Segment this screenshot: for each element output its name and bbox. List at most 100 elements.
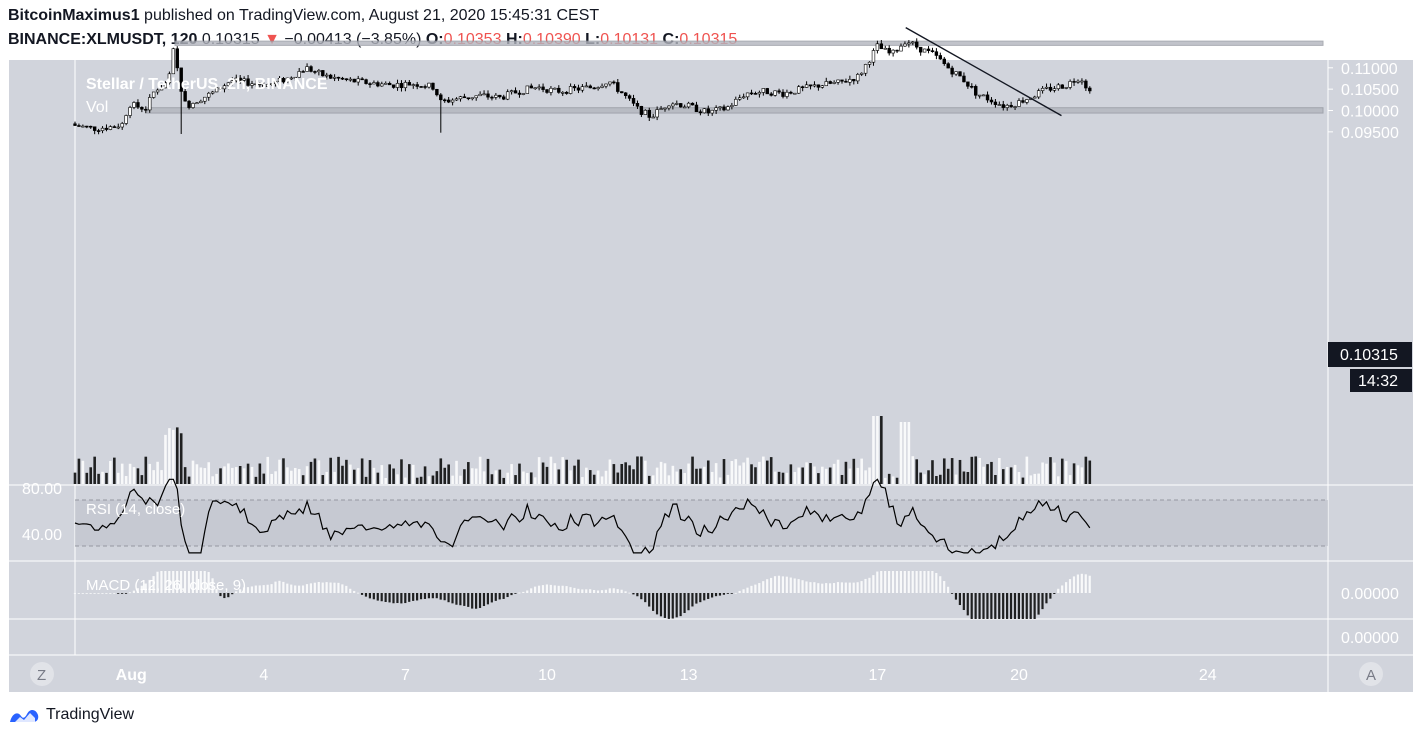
- macd-histogram-bar: [105, 593, 108, 594]
- candle-body: [934, 51, 939, 56]
- candle: [970, 83, 974, 89]
- volume-bar: [813, 466, 816, 484]
- volume-bar: [667, 475, 671, 484]
- volume-bar: [474, 468, 478, 484]
- time-tick-label: 13: [680, 667, 698, 684]
- candle: [266, 83, 270, 88]
- volume-bar: [868, 467, 871, 484]
- author-name[interactable]: BitcoinMaximus1: [8, 7, 140, 24]
- macd-histogram-bar: [813, 582, 816, 593]
- volume-bar: [160, 470, 163, 484]
- macd-histogram-bar: [770, 577, 773, 593]
- volume-bar: [227, 463, 230, 484]
- volume-bar: [124, 476, 128, 484]
- candle-body: [749, 92, 754, 95]
- candle-body: [1009, 104, 1013, 108]
- volume-bar: [844, 461, 848, 484]
- candle-body: [706, 108, 710, 114]
- candle-body: [407, 82, 412, 86]
- volume-bar: [714, 463, 718, 484]
- zoom-z-button[interactable]: Z: [30, 662, 54, 686]
- macd-histogram-bar: [793, 578, 796, 593]
- candle-body: [364, 79, 368, 84]
- volume-bar: [81, 460, 85, 484]
- volume-bar: [321, 475, 325, 484]
- candle-body: [722, 106, 726, 111]
- candle-body: [301, 71, 305, 73]
- volume-bar: [651, 475, 655, 484]
- macd-histogram-bar: [132, 590, 135, 593]
- macd-histogram-bar: [620, 589, 623, 593]
- footer-brand[interactable]: TradingView: [8, 705, 134, 725]
- macd-histogram-bar: [396, 593, 399, 604]
- volume-bar: [447, 464, 450, 484]
- candle-body: [505, 91, 510, 100]
- macd-histogram-bar: [809, 582, 812, 593]
- candle: [875, 40, 880, 54]
- volume-bar: [1037, 473, 1040, 484]
- auto-scale-button[interactable]: A: [1359, 662, 1383, 686]
- price-axis[interactable]: 0.09500 0.10000 0.10500 0.11000 0.11500 0.120…: [22, 0, 1399, 647]
- candle: [364, 78, 368, 85]
- svg-text:A: A: [1366, 667, 1376, 684]
- volume-bar: [419, 476, 423, 484]
- candle: [234, 74, 238, 83]
- candle-body: [293, 76, 297, 79]
- publish-line: BitcoinMaximus1 published on TradingView…: [8, 7, 599, 25]
- macd-histogram-bar: [282, 581, 285, 593]
- candle-body: [852, 79, 856, 82]
- candle: [332, 74, 337, 82]
- candle-body: [266, 84, 270, 88]
- volume-bar: [443, 467, 447, 484]
- candle: [380, 81, 384, 87]
- candles[interactable]: [73, 38, 1092, 135]
- macd-histogram-bar: [128, 592, 132, 594]
- macd-histogram-bar: [899, 571, 902, 593]
- macd-histogram-bar: [549, 584, 552, 593]
- candle: [238, 75, 242, 84]
- macd-histogram-bar: [140, 585, 143, 593]
- candle-body: [502, 96, 506, 100]
- candle: [765, 87, 769, 95]
- volume-bar: [1005, 466, 1009, 484]
- volume-bar: [368, 460, 372, 484]
- candle: [313, 70, 317, 75]
- rsi-line: [74, 478, 1091, 554]
- candle-body: [568, 86, 573, 94]
- volume-bar: [832, 463, 836, 484]
- macd-histogram-bar: [903, 571, 906, 593]
- volume-bar: [604, 470, 608, 484]
- candle-body: [962, 75, 966, 83]
- macd-histogram-bar: [490, 593, 493, 603]
- macd-histogram-bar: [97, 593, 100, 594]
- volume-bar: [455, 460, 458, 484]
- time-axis[interactable]: Aug 4 7 10 13 17 20 24: [116, 667, 1217, 684]
- volume-bar: [234, 467, 238, 484]
- volume-bar: [883, 477, 887, 484]
- volume-bar: [895, 477, 899, 484]
- volume-bar: [636, 456, 639, 484]
- candle: [726, 105, 730, 111]
- volume-bar: [156, 461, 159, 484]
- volume-bar: [1057, 476, 1060, 484]
- candle-body: [199, 100, 203, 104]
- volume-bar: [742, 462, 745, 484]
- candle: [112, 125, 117, 128]
- volume-bar: [923, 474, 926, 484]
- volume-bar: [612, 464, 616, 484]
- macd-histogram-bar: [958, 593, 961, 606]
- candle: [663, 107, 667, 112]
- volume-bar: [187, 476, 191, 484]
- candle-body: [435, 89, 439, 96]
- candle-body: [336, 76, 341, 79]
- macd-histogram-bar: [994, 593, 997, 619]
- candle: [1005, 103, 1009, 111]
- candle: [525, 85, 530, 94]
- candle: [966, 81, 970, 89]
- macd-histogram-bar: [679, 593, 682, 617]
- volume-bar: [1001, 469, 1005, 484]
- volume-bar: [113, 457, 116, 484]
- candle-body: [1021, 100, 1025, 103]
- candle-body: [663, 107, 667, 110]
